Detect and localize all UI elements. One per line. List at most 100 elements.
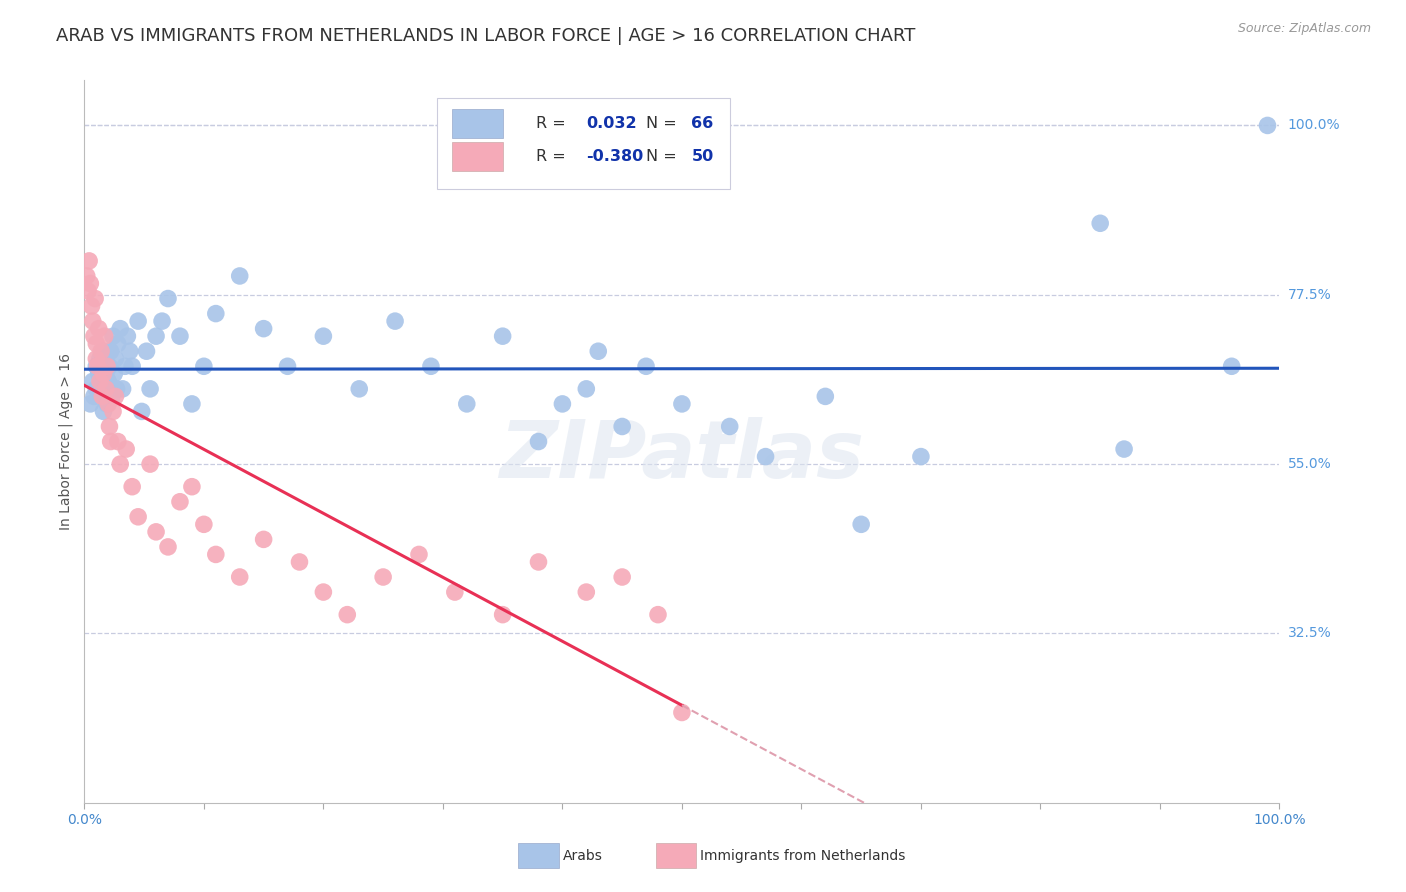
Point [89, 375, 111, 389]
Point [229, 268, 252, 283]
Point [127, 509, 149, 524]
Point [91, 389, 114, 403]
Point [93, 367, 115, 381]
Point [312, 329, 335, 343]
Y-axis label: In Labor Force | Age > 16: In Labor Force | Age > 16 [59, 353, 73, 530]
Point [492, 329, 515, 343]
Point [80, 299, 103, 313]
Point [96, 359, 118, 374]
Point [117, 329, 139, 343]
Point [718, 419, 741, 434]
Point [145, 329, 167, 343]
FancyBboxPatch shape [519, 843, 558, 868]
Point [83, 389, 105, 403]
Point [94, 367, 117, 381]
Point [1090, 216, 1112, 230]
Point [205, 307, 228, 321]
Point [90, 344, 112, 359]
Point [444, 585, 467, 599]
Point [612, 570, 634, 584]
Point [110, 321, 132, 335]
Point [107, 434, 129, 449]
Point [91, 375, 114, 389]
Point [336, 607, 359, 622]
Point [96, 397, 118, 411]
FancyBboxPatch shape [655, 843, 696, 868]
Text: ZIPatlas: ZIPatlas [499, 417, 865, 495]
Point [527, 434, 550, 449]
Point [408, 548, 430, 562]
Point [83, 329, 105, 343]
FancyBboxPatch shape [453, 109, 503, 138]
Point [135, 344, 157, 359]
Point [150, 314, 173, 328]
Point [181, 397, 204, 411]
Point [671, 706, 693, 720]
Point [157, 540, 180, 554]
Point [612, 419, 634, 434]
Point [79, 277, 101, 291]
Point [420, 359, 443, 374]
Point [575, 585, 598, 599]
FancyBboxPatch shape [453, 142, 503, 170]
Point [82, 314, 104, 328]
Point [97, 397, 120, 411]
Text: 66: 66 [692, 116, 714, 131]
Point [157, 292, 180, 306]
Point [86, 351, 108, 366]
Point [205, 548, 228, 562]
Point [100, 344, 122, 359]
Point [253, 533, 276, 547]
Text: N =: N = [647, 149, 676, 163]
Point [97, 375, 120, 389]
Text: 77.5%: 77.5% [1288, 288, 1331, 301]
Text: ARAB VS IMMIGRANTS FROM NETHERLANDS IN LABOR FORCE | AGE > 16 CORRELATION CHART: ARAB VS IMMIGRANTS FROM NETHERLANDS IN L… [56, 27, 915, 45]
Point [94, 382, 117, 396]
Point [145, 524, 167, 539]
Point [373, 570, 395, 584]
Point [288, 555, 311, 569]
Point [1257, 119, 1279, 133]
Point [87, 321, 110, 335]
Point [384, 314, 406, 328]
Point [104, 351, 127, 366]
Point [104, 389, 127, 403]
Point [101, 404, 124, 418]
Point [82, 375, 104, 389]
Text: Immigrants from Netherlands: Immigrants from Netherlands [700, 848, 905, 863]
Point [93, 329, 115, 343]
Point [277, 359, 299, 374]
Point [93, 382, 115, 396]
Point [110, 457, 132, 471]
FancyBboxPatch shape [437, 98, 730, 189]
Point [456, 397, 478, 411]
Point [115, 442, 138, 456]
Text: N =: N = [647, 116, 676, 131]
Point [229, 570, 252, 584]
Point [253, 321, 276, 335]
Text: 32.5%: 32.5% [1288, 626, 1331, 640]
Point [86, 382, 108, 396]
Point [193, 517, 215, 532]
Point [127, 314, 149, 328]
Text: -0.380: -0.380 [586, 149, 644, 163]
Point [1114, 442, 1136, 456]
Point [118, 344, 141, 359]
Point [1220, 359, 1243, 374]
Point [851, 517, 873, 532]
Point [647, 607, 669, 622]
Text: Arabs: Arabs [562, 848, 602, 863]
Text: Source: ZipAtlas.com: Source: ZipAtlas.com [1237, 22, 1371, 36]
Point [87, 367, 110, 381]
Text: 55.0%: 55.0% [1288, 457, 1331, 471]
Point [349, 382, 371, 396]
Text: 50: 50 [692, 149, 714, 163]
Point [93, 344, 115, 359]
Point [90, 389, 112, 403]
Point [169, 494, 191, 508]
Point [636, 359, 658, 374]
Point [181, 480, 204, 494]
Point [551, 397, 574, 411]
Point [814, 389, 837, 403]
Point [910, 450, 932, 464]
